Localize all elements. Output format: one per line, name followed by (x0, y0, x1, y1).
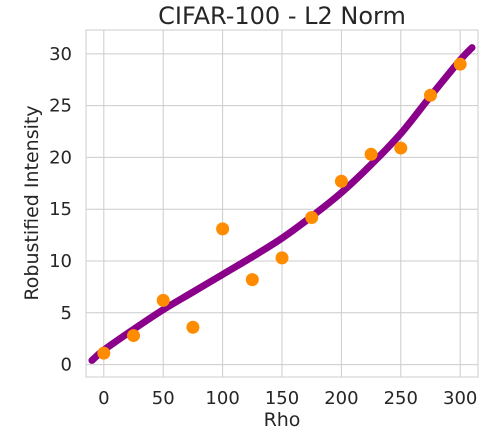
data-point (334, 174, 348, 188)
data-point (453, 57, 467, 71)
y-tick-label: 10 (49, 251, 72, 272)
fit-line-series (88, 44, 476, 364)
point-series (97, 57, 467, 360)
plot-frame (85, 29, 479, 378)
y-tick-label: 20 (49, 147, 72, 168)
y-tick-label: 0 (61, 355, 72, 376)
x-axis-label: Rho (264, 409, 301, 431)
y-tick-label: 15 (49, 199, 72, 220)
data-point (216, 222, 230, 236)
data-point (97, 346, 111, 360)
y-axis-label: Robustified Intensity (21, 105, 43, 300)
x-tick-label: 250 (384, 388, 418, 409)
data-point (394, 141, 408, 155)
x-tick-label: 0 (98, 388, 109, 409)
x-tick-label: 100 (205, 388, 239, 409)
grid (86, 30, 478, 377)
fit-line (88, 44, 476, 364)
x-tick-label: 150 (265, 388, 299, 409)
data-point (186, 320, 200, 334)
x-tick-label: 200 (324, 388, 358, 409)
x-tick-label: 50 (152, 388, 175, 409)
data-point (245, 273, 259, 287)
data-point (423, 88, 437, 102)
data-point (156, 293, 170, 307)
data-point (364, 147, 378, 161)
data-point (127, 329, 141, 343)
chart-title: CIFAR-100 - L2 Norm (158, 2, 406, 30)
x-tick-labels: 0 50 100 150 200 250 300 (98, 388, 477, 409)
x-tick-label: 300 (443, 388, 477, 409)
y-tick-labels: 0 5 10 15 20 25 30 (49, 44, 72, 376)
y-tick-label: 5 (61, 303, 72, 324)
data-point (305, 210, 319, 224)
y-tick-label: 25 (49, 96, 72, 117)
data-point (275, 251, 289, 265)
y-tick-label: 30 (49, 44, 72, 65)
